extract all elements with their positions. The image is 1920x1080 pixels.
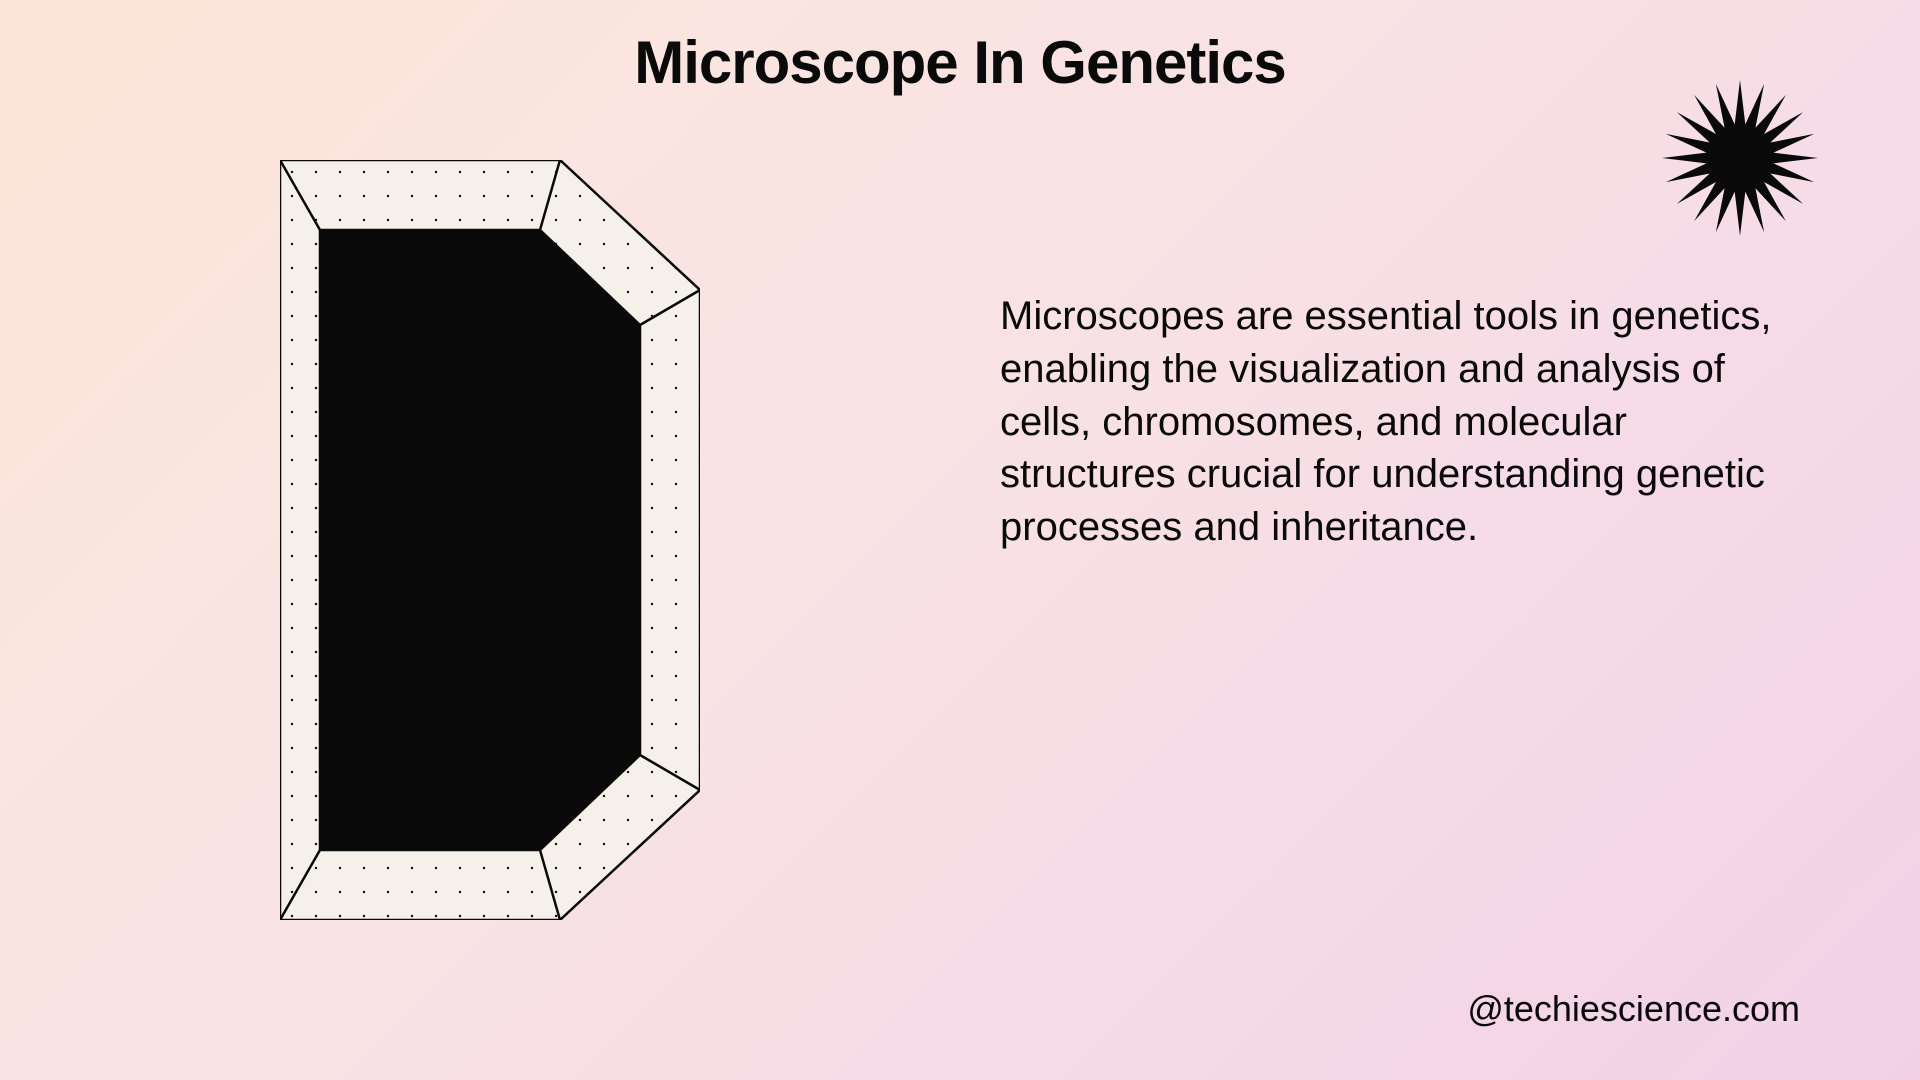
isometric-window-shape: [280, 160, 700, 920]
starburst-icon: [1660, 78, 1820, 238]
page-title: Microscope In Genetics: [0, 28, 1920, 97]
body-text: Microscopes are essential tools in genet…: [1000, 290, 1780, 554]
watermark: @techiescience.com: [1467, 988, 1800, 1030]
